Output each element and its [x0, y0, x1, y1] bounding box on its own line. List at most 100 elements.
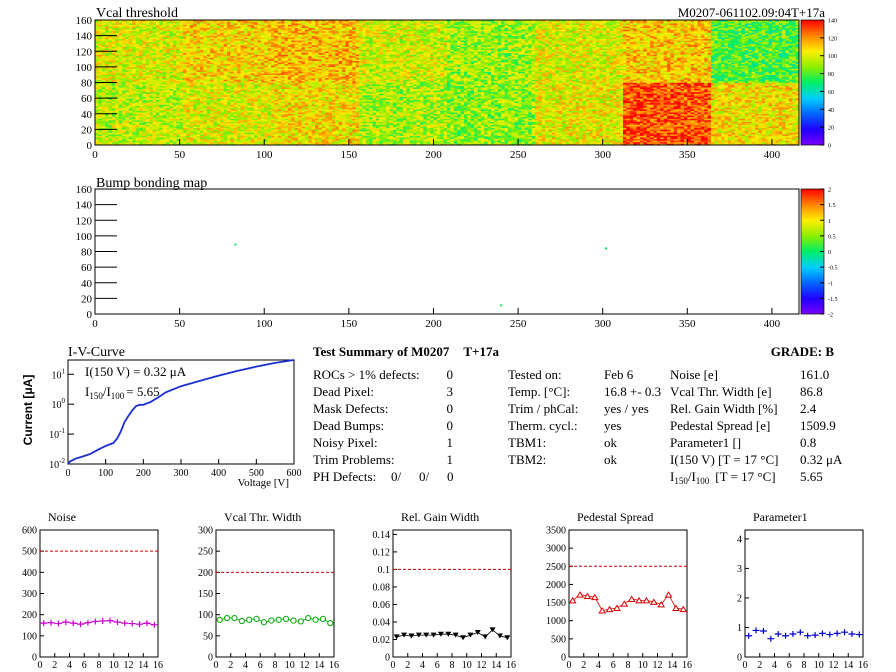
pixel-cell	[128, 96, 133, 99]
pixel-cell	[335, 101, 339, 104]
pixel-cell	[250, 138, 255, 141]
pixel-cell	[433, 129, 438, 132]
pixel-cell	[416, 96, 421, 99]
pixel-cell	[392, 107, 397, 110]
pixel-cell	[399, 88, 404, 91]
pixel-cell	[423, 93, 427, 96]
pixel-cell	[311, 115, 316, 118]
pixel-cell	[416, 102, 421, 105]
pixel-cell	[375, 93, 380, 96]
pixel-cell	[254, 141, 258, 144]
pixel-cell	[413, 93, 417, 96]
pixel-cell	[348, 134, 353, 136]
pixel-cell	[436, 90, 441, 93]
pixel-cell	[254, 90, 258, 93]
pixel-cell	[260, 90, 265, 93]
pixel-cell	[443, 130, 448, 133]
pixel-cell	[396, 127, 400, 130]
pixel-cell	[179, 82, 184, 85]
pixel-cell	[389, 104, 394, 107]
pixel-cell	[274, 129, 279, 132]
pixel-cell	[169, 112, 174, 115]
pixel-cell	[216, 105, 221, 108]
pixel-cell	[260, 98, 265, 100]
pixel-cell	[95, 93, 99, 96]
pixel-cell	[311, 82, 316, 85]
pixel-cell	[233, 88, 238, 91]
pixel-cell	[396, 113, 400, 116]
pixel-cell	[257, 130, 262, 133]
pixel-cell	[331, 140, 336, 143]
pixel-cell	[365, 124, 370, 127]
pixel-cell	[125, 101, 130, 104]
pixel-cell	[331, 134, 336, 136]
pixel-cell	[118, 120, 123, 122]
pixel-cell	[342, 126, 346, 129]
pixel-cell	[419, 107, 424, 110]
pixel-cell	[315, 118, 319, 121]
pixel-cell	[213, 129, 218, 132]
pixel-cell	[436, 124, 441, 127]
pixel-cell	[169, 135, 174, 138]
pixel-cell	[95, 141, 99, 144]
pixel-cell	[274, 116, 279, 119]
pixel-cell	[345, 143, 350, 146]
pixel-cell	[203, 113, 207, 116]
pixel-cell	[223, 88, 228, 91]
pixel-cell	[277, 124, 282, 127]
pixel-cell	[403, 116, 407, 119]
pixel-cell	[392, 99, 397, 102]
pixel-cell	[287, 120, 292, 122]
pixel-cell	[118, 99, 123, 102]
pixel-cell	[169, 82, 174, 85]
pixel-cell	[399, 113, 404, 116]
pixel-cell	[193, 135, 197, 138]
pixel-cell	[406, 90, 411, 93]
pixel-cell	[193, 96, 197, 99]
pixel-cell	[213, 98, 218, 100]
pixel-cell	[95, 120, 99, 122]
pixel-cell	[183, 143, 187, 146]
pixel-cell	[315, 110, 319, 113]
pixel-cell	[440, 135, 444, 138]
pixel-cell	[399, 104, 404, 107]
pixel-cell	[443, 134, 448, 136]
pixel-cell	[101, 116, 106, 119]
pixel-cell	[389, 107, 394, 110]
pixel-cell	[210, 124, 214, 127]
pixel-cell	[386, 99, 390, 102]
pixel-cell	[399, 105, 404, 108]
pixel-cell	[318, 143, 323, 146]
pixel-cell	[436, 113, 441, 116]
pixel-cell	[287, 99, 292, 102]
pixel-cell	[267, 105, 272, 108]
pixel-cell	[145, 138, 150, 141]
pixel-cell	[159, 141, 163, 144]
pixel-cell	[135, 82, 140, 85]
pixel-cell	[111, 130, 116, 133]
pixel-cell	[359, 130, 363, 133]
pixel-cell	[216, 143, 221, 146]
pixel-cell	[213, 90, 218, 93]
pixel-cell	[399, 99, 404, 102]
pixel-cell	[264, 105, 268, 108]
pixel-cell	[386, 82, 390, 85]
pixel-cell	[443, 88, 448, 91]
pixel-cell	[325, 113, 329, 116]
pixel-cell	[416, 124, 421, 127]
pixel-cell	[325, 116, 329, 119]
pixel-cell	[118, 132, 123, 135]
pixel-cell	[135, 112, 140, 115]
pixel-cell	[382, 127, 387, 130]
pixel-cell	[210, 88, 214, 91]
pixel-cell	[419, 124, 424, 127]
pixel-cell	[111, 95, 116, 97]
pixel-cell	[186, 120, 191, 122]
pixel-cell	[227, 137, 231, 140]
pixel-cell	[328, 88, 333, 91]
pixel-cell	[183, 132, 187, 135]
pixel-cell	[328, 99, 333, 102]
pixel-cell	[105, 130, 109, 133]
pixel-cell	[216, 132, 221, 135]
pixel-cell	[430, 102, 434, 105]
